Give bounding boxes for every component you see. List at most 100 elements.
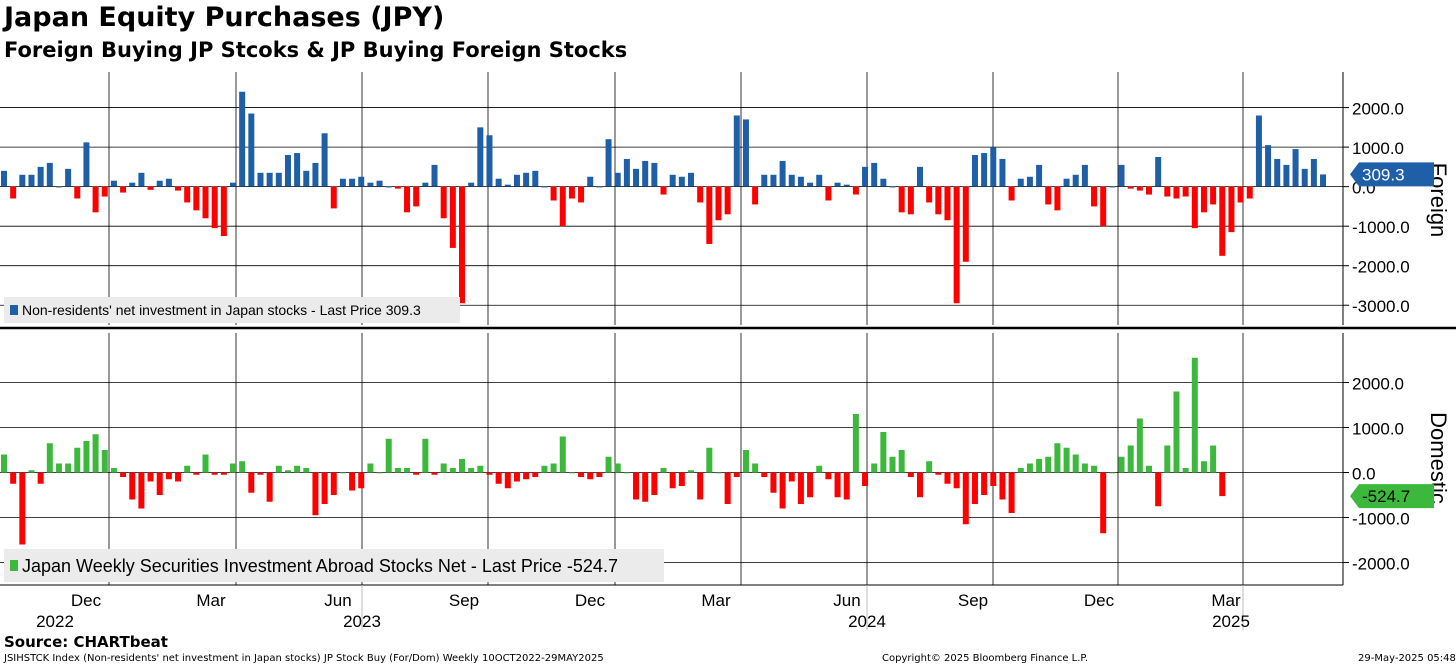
domestic-bar: [1045, 456, 1052, 473]
x-month-label: Dec: [1084, 591, 1115, 610]
foreign-bar: [797, 176, 804, 187]
foreign-bar: [733, 115, 740, 187]
domestic-bar: [596, 472, 603, 477]
foreign-bar: [129, 182, 136, 187]
domestic-bar: [504, 472, 511, 489]
domestic-bar: [138, 472, 145, 509]
domestic-ytick-label: 0.0: [1352, 465, 1376, 484]
domestic-bar: [1191, 357, 1198, 473]
foreign-bar: [889, 186, 896, 188]
foreign-bar: [724, 186, 731, 215]
foreign-bar: [504, 184, 511, 187]
foreign-bar: [752, 186, 759, 205]
domestic-bar: [1, 454, 7, 473]
foreign-bar: [37, 166, 44, 187]
domestic-ytick-label: 1000.0: [1352, 420, 1404, 439]
foreign-bar: [807, 182, 814, 187]
domestic-bar: [660, 468, 667, 473]
foreign-bar: [459, 186, 465, 304]
domestic-bar: [321, 472, 328, 504]
foreign-bar: [550, 186, 557, 201]
foreign-bar: [294, 153, 301, 187]
domestic-bar: [733, 472, 740, 477]
domestic-bar: [1118, 456, 1125, 473]
foreign-bar: [971, 155, 978, 187]
foreign-bar: [1182, 186, 1189, 197]
domestic-bar: [523, 472, 530, 480]
foreign-bar: [1063, 178, 1070, 187]
foreign-bar: [165, 178, 172, 187]
domestic-bar: [1081, 463, 1088, 473]
domestic-bar: [926, 461, 933, 473]
domestic-bar: [898, 450, 905, 473]
domestic-bar: [202, 454, 209, 473]
domestic-bar: [37, 472, 44, 484]
foreign-bar: [10, 186, 17, 199]
foreign-last-value-tag: 309.3: [1350, 162, 1434, 187]
domestic-bar: [981, 472, 988, 495]
domestic-bar: [880, 432, 887, 473]
domestic-bar: [862, 472, 869, 486]
foreign-bar: [1, 170, 7, 187]
foreign-bar: [779, 160, 786, 187]
domestic-bar: [358, 472, 365, 489]
foreign-bar: [660, 186, 667, 195]
x-month-label: Jun: [833, 591, 860, 610]
foreign-bar: [211, 186, 218, 229]
foreign-bar: [1054, 186, 1061, 211]
domestic-bar: [871, 463, 878, 473]
domestic-bar: [834, 472, 841, 498]
x-year-label: 2024: [848, 612, 886, 631]
domestic-bar: [74, 447, 81, 473]
foreign-bar: [440, 186, 447, 219]
domestic-bar: [742, 450, 749, 473]
domestic-bar: [1200, 461, 1207, 473]
foreign-bar: [449, 186, 456, 248]
foreign-bar: [1008, 186, 1015, 201]
foreign-bar: [312, 162, 319, 187]
domestic-ytick-label: 2000.0: [1352, 375, 1404, 394]
domestic-bar: [92, 434, 99, 473]
domestic-bar: [770, 472, 777, 493]
domestic-bar: [230, 463, 236, 473]
domestic-bar: [10, 472, 17, 484]
foreign-legend-swatch: [10, 305, 18, 315]
domestic-bar: [889, 456, 896, 473]
foreign-bar: [239, 91, 246, 187]
foreign-bar: [614, 172, 621, 187]
foreign-bar: [1219, 186, 1226, 256]
domestic-bar: [907, 472, 914, 477]
foreign-bar: [587, 176, 594, 187]
foreign-bar: [926, 186, 933, 203]
domestic-bar: [486, 472, 493, 475]
domestic-bar: [1109, 472, 1116, 474]
domestic-bar: [495, 472, 502, 484]
foreign-bar: [1127, 186, 1134, 189]
foreign-bar: [120, 186, 127, 193]
x-year-label: 2022: [36, 612, 74, 631]
domestic-bar: [1063, 447, 1070, 473]
foreign-bar: [138, 172, 145, 187]
domestic-bar: [477, 465, 484, 473]
domestic-bar: [211, 472, 218, 475]
foreign-bar: [669, 174, 676, 187]
foreign-bar: [1228, 186, 1235, 233]
domestic-ytick-label: -1000.0: [1352, 510, 1410, 529]
foreign-bar: [962, 186, 969, 262]
domestic-bar: [1173, 391, 1180, 473]
x-year-label: 2025: [1212, 612, 1250, 631]
domestic-bar: [28, 470, 35, 473]
foreign-ytick-label: -2000.0: [1352, 258, 1410, 277]
foreign-bar: [404, 186, 411, 213]
domestic-ytick-label: -2000.0: [1352, 555, 1410, 574]
footer-copyright: Copyright© 2025 Bloomberg Finance L.P.: [882, 653, 1089, 664]
domestic-bar: [706, 447, 713, 473]
foreign-bar: [257, 172, 264, 187]
domestic-bar: [724, 472, 731, 504]
foreign-bar: [788, 174, 795, 187]
domestic-bar: [266, 472, 273, 502]
foreign-bar: [825, 186, 832, 201]
foreign-bar: [275, 172, 282, 187]
foreign-bar: [770, 174, 777, 187]
domestic-bar: [614, 463, 621, 473]
